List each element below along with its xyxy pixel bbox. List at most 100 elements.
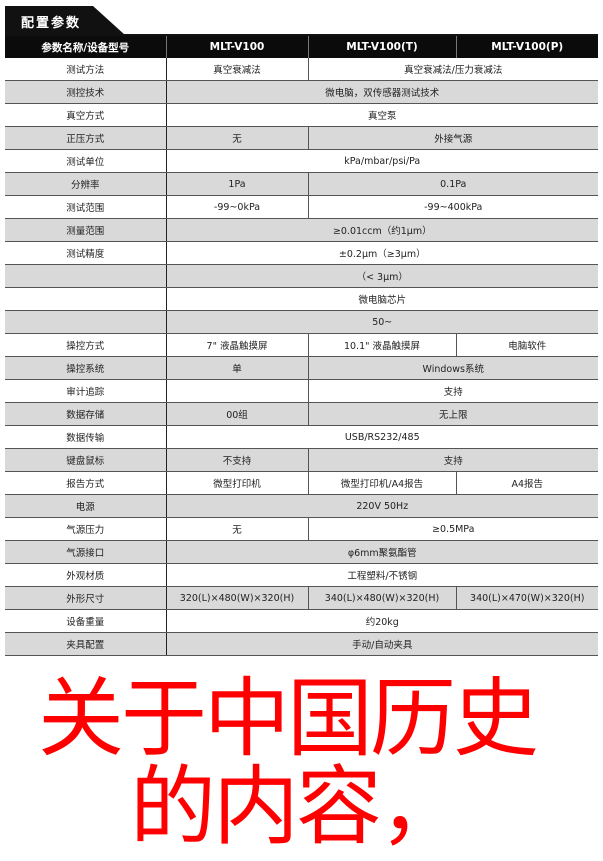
row-label: 外观材质 (5, 563, 167, 587)
row-label (5, 264, 167, 288)
row-value: 不支持 (165, 448, 308, 472)
row-label: 操控系统 (5, 356, 167, 380)
table-row: 测试单位 kPa/mbar/psi/Pa (5, 149, 598, 173)
table-header-row: 参数名称/设备型号 MLT-V100 MLT-V100(T) MLT-V100(… (5, 36, 598, 58)
row-value: 单 (165, 356, 308, 380)
row-label: 电源 (5, 494, 167, 518)
table-row: 测控技术 微电脑，双传感器测试技术 (5, 80, 598, 104)
row-value: 微型打印机 (165, 471, 308, 495)
row-label: 正压方式 (5, 126, 167, 150)
table-row: 操控方式 7" 液晶触摸屏 10.1" 液晶触摸屏 电脑软件 (5, 333, 598, 357)
table-row: 报告方式 微型打印机 微型打印机/A4报告 A4报告 (5, 471, 598, 495)
table-row: 数据传输 USB/RS232/485 (5, 425, 598, 449)
row-label: 设备重量 (5, 609, 167, 633)
table-row: 测试精度 ±0.2μm（≥3μm） (5, 241, 598, 265)
row-label: 测试方法 (5, 58, 167, 81)
spec-sheet: 配置参数 参数名称/设备型号 MLT-V100 MLT-V100(T) MLT-… (5, 6, 598, 656)
row-value: 0.1Pa (307, 172, 598, 196)
row-label: 真空方式 (5, 103, 167, 127)
table-row: 气源接口 φ6mm聚氨酯管 (5, 540, 598, 564)
row-value: 外接气源 (307, 126, 598, 150)
table-row: 真空方式 真空泵 (5, 103, 598, 127)
row-label: 审计追踪 (5, 379, 167, 403)
row-value: ≥0.5MPa (307, 517, 598, 541)
row-label: 键盘鼠标 (5, 448, 167, 472)
row-label: 测试精度 (5, 241, 167, 265)
row-value: 真空泵 (165, 103, 598, 127)
row-label: 测试范围 (5, 195, 167, 219)
table-row: 气源压力无 ≥0.5MPa (5, 517, 598, 541)
header-param: 参数名称/设备型号 (5, 36, 166, 58)
row-value: 无 (165, 517, 308, 541)
row-value: 微型打印机/A4报告 (307, 471, 456, 495)
row-value: 真空衰减法 (165, 58, 308, 81)
table-row: 审计追踪 支持 (5, 379, 598, 403)
row-value: 320(L)×480(W)×320(H) (165, 586, 308, 610)
row-value: 手动/自动夹具 (165, 632, 598, 656)
row-value: 50~ (165, 310, 598, 334)
table-row: 测试范围 -99~0kPa -99~400kPa (5, 195, 598, 219)
row-label: 测量范围 (5, 218, 167, 242)
table-row: 键盘鼠标 不支持 支持 (5, 448, 598, 472)
row-value: ±0.2μm（≥3μm） (165, 241, 598, 265)
row-label: 分辨率 (5, 172, 167, 196)
table-row: 外形尺寸 320(L)×480(W)×320(H) 340(L)×480(W)×32… (5, 586, 598, 610)
row-label: 数据存储 (5, 402, 167, 426)
row-value: 约20kg (165, 609, 598, 633)
table-row: 正压方式无外接气源 (5, 126, 598, 150)
row-value: -99~400kPa (307, 195, 598, 219)
row-value (165, 379, 308, 403)
row-value: 工程塑料/不锈钢 (165, 563, 598, 587)
row-value: Windows系统 (307, 356, 598, 380)
row-value: 真空衰减法/压力衰减法 (307, 58, 598, 81)
divider (5, 34, 598, 36)
row-label: 测试单位 (5, 149, 167, 173)
table-row: 分辨率 1Pa 0.1Pa (5, 172, 598, 196)
row-value: 7" 液晶触摸屏 (165, 333, 308, 357)
row-label: 气源压力 (5, 517, 167, 541)
row-value: 10.1" 液晶触摸屏 (307, 333, 456, 357)
row-label: 操控方式 (5, 333, 167, 357)
table-row: 测量范围 ≥0.01ccm（约1μm） (5, 218, 598, 242)
row-value: kPa/mbar/psi/Pa (165, 149, 598, 173)
row-value: -99~0kPa (165, 195, 308, 219)
section-tab: 配置参数 (5, 6, 125, 35)
table-row: 夹具配置 手动/自动夹具 (5, 632, 598, 656)
row-value: 220V 50Hz (165, 494, 598, 518)
row-label (5, 287, 167, 311)
row-value: （< 3μm） (165, 264, 598, 288)
table-row: 50~ (5, 310, 598, 334)
overlay-text-line1: 关于中国历史 (38, 669, 539, 769)
row-label: 外形尺寸 (5, 586, 167, 610)
row-label: 气源接口 (5, 540, 167, 564)
row-label: 夹具配置 (5, 632, 167, 656)
header-model-v100: MLT-V100 (165, 36, 308, 58)
table-row: 外观材质 工程塑料/不锈钢 (5, 563, 598, 587)
table-row: 电源 220V 50Hz (5, 494, 598, 518)
row-value: 支持 (307, 379, 598, 403)
row-label (5, 310, 167, 334)
row-value: 支持 (307, 448, 598, 472)
row-value: ≥0.01ccm（约1μm） (165, 218, 598, 242)
row-value: 微电脑，双传感器测试技术 (165, 80, 598, 104)
table-row: 数据存储 00组 无上限 (5, 402, 598, 426)
table-row: 测试方法 真空衰减法 真空衰减法/压力衰减法 (5, 58, 598, 81)
section-title: 配置参数 (21, 16, 82, 31)
table-row: 微电脑芯片 (5, 287, 598, 311)
row-value: 无上限 (307, 402, 598, 426)
row-value: φ6mm聚氨酯管 (165, 540, 598, 564)
header-model-v100p: MLT-V100(P) (455, 36, 598, 58)
spec-table: 参数名称/设备型号 MLT-V100 MLT-V100(T) MLT-V100(… (5, 36, 598, 656)
row-value: 电脑软件 (455, 333, 598, 357)
row-value: 无 (165, 126, 308, 150)
table-row: 操控系统单 Windows系统 (5, 356, 598, 380)
row-label: 数据传输 (5, 425, 167, 449)
row-label: 报告方式 (5, 471, 167, 495)
row-label: 测控技术 (5, 80, 167, 104)
table-row: 设备重量 约20kg (5, 609, 598, 633)
row-value: 00组 (165, 402, 308, 426)
overlay-caption: 关于中国历史 的内容， (0, 670, 603, 861)
header-model-v100t: MLT-V100(T) (307, 36, 456, 58)
row-value: 340(L)×480(W)×320(H) (307, 586, 456, 610)
overlay-text-line2: 的内容， (130, 756, 465, 857)
